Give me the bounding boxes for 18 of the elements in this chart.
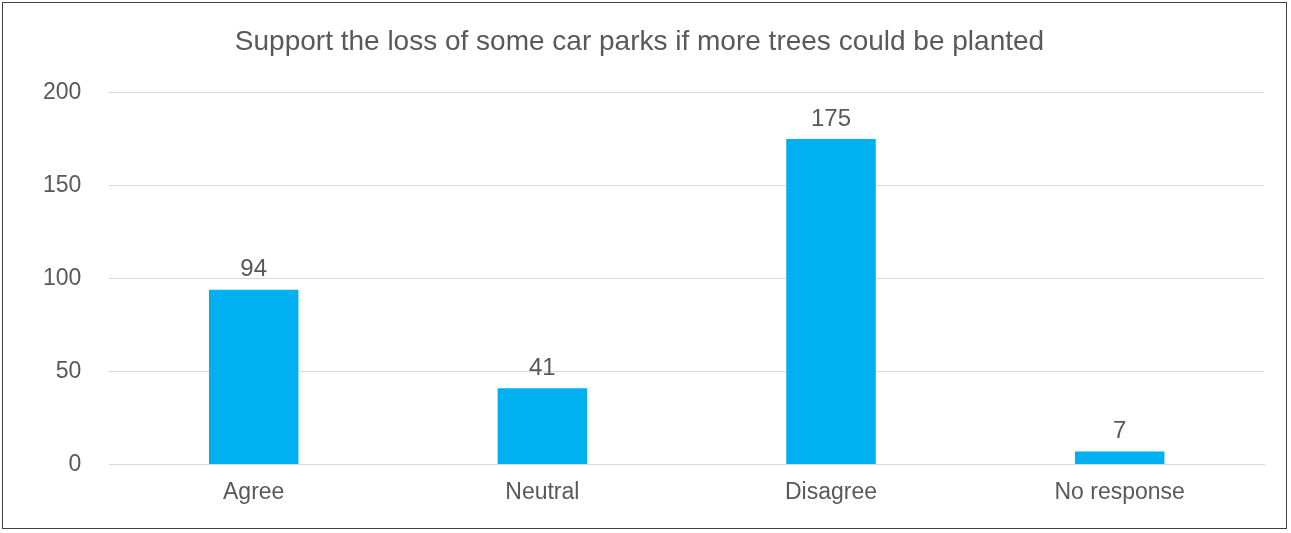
bar [1074,451,1165,464]
x-tick-label: Agree [223,477,285,504]
x-tick-label: No response [1054,477,1185,504]
y-tick-label: 200 [43,77,82,104]
data-label: 175 [810,103,852,131]
bar [208,289,299,464]
data-label: 41 [529,352,556,380]
bar [786,139,876,464]
bar [497,388,588,464]
x-tick-label: Neutral [505,477,580,504]
y-tick-label: 150 [43,170,82,197]
data-label: 94 [240,254,268,282]
data-label: 7 [1112,416,1127,444]
x-tick-label: Disagree [784,477,878,504]
y-tick-label: 100 [43,263,82,290]
chart-title: Support the loss of some car parks if more trees could be planted [234,24,1045,56]
y-tick-label: 50 [55,356,82,383]
y-tick-label: 0 [68,449,82,476]
